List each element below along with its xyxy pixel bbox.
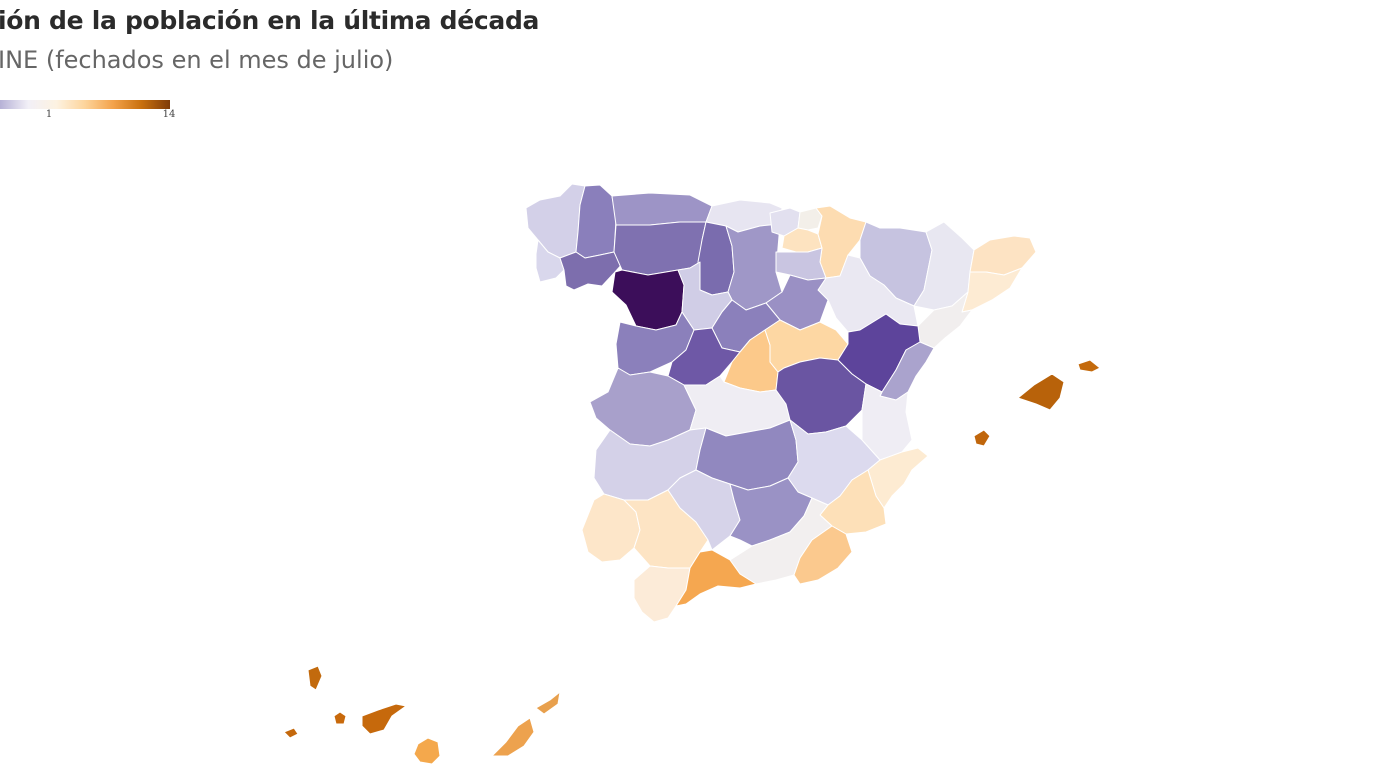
province-zamora[interactable] xyxy=(611,269,685,331)
map-subtitle: INE (fechados en el mes de julio) xyxy=(0,46,394,74)
province-girona[interactable] xyxy=(969,235,1037,276)
island-mallorca[interactable] xyxy=(1017,373,1065,411)
legend-gradient-bar xyxy=(0,100,170,109)
island-ibiza[interactable] xyxy=(973,429,991,447)
province-barcelona[interactable] xyxy=(961,267,1023,313)
island-lanzarote[interactable] xyxy=(535,691,561,715)
island-fuerteventura[interactable] xyxy=(491,717,535,757)
province-la-rioja[interactable] xyxy=(775,247,827,281)
island-el-hierro[interactable] xyxy=(283,727,299,739)
island-gran-canaria[interactable] xyxy=(413,737,441,765)
province-pontevedra[interactable] xyxy=(535,239,565,283)
legend-tick-1: 1 xyxy=(45,109,53,120)
island-la-palma[interactable] xyxy=(307,665,323,691)
island-la-gomera[interactable] xyxy=(333,711,347,725)
province-asturias[interactable] xyxy=(611,192,713,226)
legend-tick-14: 14 xyxy=(162,109,176,120)
island-menorca[interactable] xyxy=(1077,359,1101,373)
province-almeria[interactable] xyxy=(793,525,853,585)
province-lugo[interactable] xyxy=(575,184,617,259)
island-tenerife[interactable] xyxy=(361,703,407,735)
color-legend: 1 14 xyxy=(0,100,180,124)
province-burgos[interactable] xyxy=(725,223,783,311)
map-title: ión de la población en la última década xyxy=(0,6,540,35)
province-cadiz[interactable] xyxy=(633,565,691,623)
province-malaga[interactable] xyxy=(675,549,757,607)
province-valencia[interactable] xyxy=(861,383,913,461)
